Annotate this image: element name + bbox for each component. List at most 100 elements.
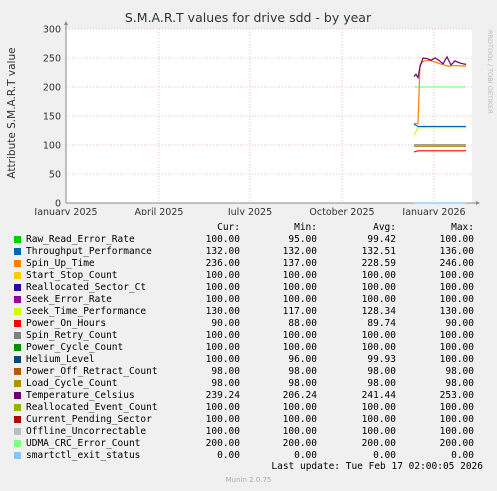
legend-swatch: [14, 392, 21, 399]
legend-cur: 236.00: [205, 258, 240, 269]
smart-chart: S.M.A.R.T values for drive sdd - by year…: [6, 10, 494, 215]
legend-cur: 100.00: [205, 330, 240, 341]
legend-item-reallocated-sector-ct: Reallocated_Sector_Ct 100.00 100.00 100.00 1…: [0, 282, 497, 294]
legend-min: 0.00: [294, 450, 317, 461]
y-axis-label: Attribute S.M.A.R.T value: [6, 47, 18, 178]
legend-label: UDMA_CRC_Error_Count: [26, 438, 141, 449]
legend-cur: 239.24: [205, 390, 240, 401]
legend-label: Temperature_Celsius: [26, 390, 135, 401]
y-tick-label: 300: [43, 25, 61, 36]
legend-item-offline-uncorrectable: Offline_Uncorrectable 100.00 100.00 100.00 1…: [0, 426, 497, 438]
legend-label: Spin_Retry_Count: [26, 330, 118, 341]
legend-max: 100.00: [439, 342, 474, 353]
legend-min: 100.00: [282, 426, 317, 437]
legend-cur: 100.00: [205, 414, 240, 425]
legend-min: 100.00: [282, 402, 317, 413]
header-max: Max:: [451, 222, 474, 233]
legend-max: 98.00: [445, 378, 474, 389]
last-update: Last update: Tue Feb 17 02:00:05 2026: [271, 461, 483, 472]
x-tick-label: October 2025: [309, 207, 374, 215]
legend-max: 136.00: [439, 246, 474, 257]
legend-swatch: [14, 236, 21, 243]
legend-max: 98.00: [445, 366, 474, 377]
header-cur: Cur:: [217, 222, 240, 233]
legend-min: 132.00: [282, 246, 317, 257]
legend-avg: 100.00: [361, 342, 396, 353]
header-min: Min:: [294, 222, 317, 233]
legend-swatch: [14, 260, 21, 267]
legend-label: smartctl_exit_status: [26, 450, 141, 461]
legend-cur: 130.00: [205, 306, 240, 317]
legend-max: 100.00: [439, 414, 474, 425]
legend-cur: 100.00: [205, 270, 240, 281]
legend-max: 200.00: [439, 438, 474, 449]
x-axis-arrow: [476, 201, 480, 205]
legend-label: Offline_Uncorrectable: [26, 426, 147, 437]
legend-max: 100.00: [439, 330, 474, 341]
legend-swatch: [14, 344, 21, 351]
legend-item-start-stop-count: Start_Stop_Count 100.00 100.00 100.00 100.00: [0, 270, 497, 282]
y-tick-label: 150: [43, 112, 61, 123]
legend-avg: 100.00: [361, 330, 396, 341]
legend-swatch: [14, 356, 21, 363]
munin-version: Munin 2.0.75: [225, 476, 272, 484]
x-tick-label: July 2025: [227, 207, 272, 215]
legend-min: 100.00: [282, 282, 317, 293]
legend-max: 130.00: [439, 306, 474, 317]
legend-label: Load_Cycle_Count: [26, 378, 118, 389]
legend-avg: 99.42: [367, 234, 396, 245]
series-line-power-on-hours: [413, 150, 466, 153]
legend-cur: 100.00: [205, 354, 240, 365]
y-tick-label: 50: [49, 170, 61, 181]
y-tick-label: 200: [43, 83, 61, 94]
legend-max: 0.00: [451, 450, 474, 461]
y-tick-label: 250: [43, 54, 61, 65]
legend-label: Power_On_Hours: [26, 318, 107, 329]
legend-max: 100.00: [439, 234, 474, 245]
legend-min: 100.00: [282, 330, 317, 341]
legend-avg: 100.00: [361, 270, 396, 281]
legend-avg: 241.44: [361, 390, 396, 401]
legend-item-udma-crc-error-count: UDMA_CRC_Error_Count 200.00 200.00 200.00 20…: [0, 438, 497, 450]
legend-cur: 100.00: [205, 234, 240, 245]
legend-swatch: [14, 332, 21, 339]
legend-swatch: [14, 404, 21, 411]
legend-swatch: [14, 248, 21, 255]
legend-label: Power_Cycle_Count: [26, 342, 124, 353]
legend-label: Seek_Error_Rate: [26, 294, 112, 305]
legend-item-spin-retry-count: Spin_Retry_Count 100.00 100.00 100.00 100.00: [0, 330, 497, 342]
rrdtool-label: RRDTOOL / TOBI OETIKER: [486, 30, 494, 114]
legend-min: 88.00: [288, 318, 317, 329]
legend-label: Start_Stop_Count: [26, 270, 118, 281]
legend-min: 100.00: [282, 342, 317, 353]
legend-cur: 98.00: [211, 366, 240, 377]
legend-max: 100.00: [439, 294, 474, 305]
legend-item-power-on-hours: Power_On_Hours 90.00 88.00 89.74 90.00: [0, 318, 497, 330]
y-tick-label: 0: [55, 199, 61, 210]
legend-min: 100.00: [282, 270, 317, 281]
legend-item-power-off-retract-count: Power_Off_Retract_Count 98.00 98.00 98.00 98…: [0, 366, 497, 378]
legend-item-raw-read-error-rate: Raw_Read_Error_Rate 100.00 95.00 99.42 100.0…: [0, 234, 497, 246]
legend-item-seek-time-performance: Seek_Time_Performance 130.00 117.00 128.34 1…: [0, 306, 497, 318]
legend-label: Power_Off_Retract_Count: [26, 366, 158, 377]
legend-avg: 100.00: [361, 414, 396, 425]
legend-item-temperature-celsius: Temperature_Celsius 239.24 206.24 241.44 253…: [0, 390, 497, 402]
legend-swatch: [14, 380, 21, 387]
legend-avg: 100.00: [361, 282, 396, 293]
legend-cur: 200.00: [205, 438, 240, 449]
legend-item-spin-up-time: Spin_Up_Time 236.00 137.00 228.59 246.00: [0, 258, 497, 270]
legend-swatch: [14, 368, 21, 375]
legend-label: Helium_Level: [26, 354, 95, 365]
legend-min: 95.00: [288, 234, 317, 245]
series-line-seek-time-performance: [413, 127, 466, 136]
legend-min: 100.00: [282, 414, 317, 425]
y-axis-arrow: [64, 21, 68, 25]
header-avg: Avg:: [373, 222, 396, 233]
legend-swatch: [14, 416, 21, 423]
legend-avg: 200.00: [361, 438, 396, 449]
series-line-throughput-performance: [413, 123, 466, 128]
legend-item-reallocated-event-count: Reallocated_Event_Count 100.00 100.00 100.0…: [0, 402, 497, 414]
legend-cur: 0.00: [217, 450, 240, 461]
legend-swatch: [14, 308, 21, 315]
legend-cur: 90.00: [211, 318, 240, 329]
